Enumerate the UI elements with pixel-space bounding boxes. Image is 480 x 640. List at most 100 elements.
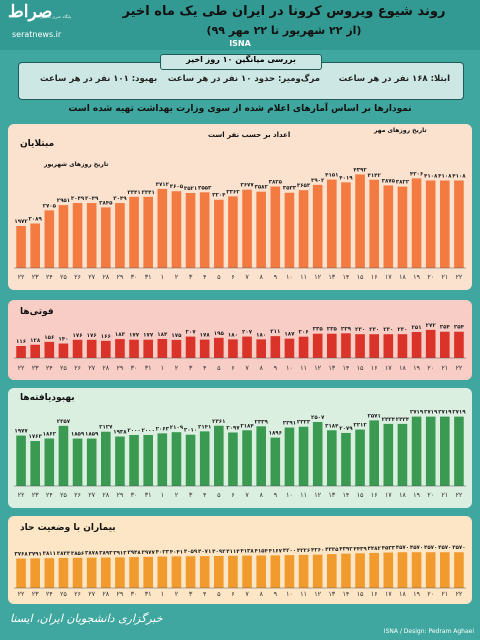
bar-recovered	[440, 416, 450, 486]
footer-credit: ISNA / Design: Pedram Aghaei	[383, 628, 474, 635]
tick-label-infected: ۳۰	[131, 273, 138, 281]
bar-critical	[214, 555, 224, 588]
tick-label-deaths: ۱۵	[357, 364, 364, 372]
bar-critical	[157, 556, 168, 588]
bar-deaths	[242, 336, 252, 358]
data-label-critical: ۳۸۷۸	[85, 551, 99, 557]
data-label-recovered: ۲۳۲۳	[297, 420, 311, 426]
bar-infected	[383, 185, 394, 268]
chart-title-recovered: بهبودیافته‌ها	[12, 392, 83, 404]
bar-deaths	[86, 339, 97, 358]
bar-deaths	[44, 341, 55, 358]
bar-infected	[171, 191, 182, 268]
tick-label-critical: ۱۲	[314, 590, 321, 598]
tick-label-recovered: ۲۲	[18, 491, 25, 499]
page-subtitle: (از ۲۲ شهریور تا ۲۲ مهر ۹۹)	[206, 24, 362, 37]
tick-label-critical: ۵	[217, 590, 221, 598]
tick-label-recovered: ۱۴	[342, 491, 349, 499]
bar-infected	[86, 203, 97, 268]
bar-deaths	[171, 339, 182, 358]
bar-deaths	[312, 333, 323, 358]
bar-deaths	[454, 331, 464, 358]
bar-recovered	[397, 423, 408, 486]
bar-critical	[397, 552, 408, 588]
tick-label-infected: ۱۳	[328, 273, 335, 281]
average-death: مرگ‌ومیر: حدود ۱۰ نفر در هر ساعت	[167, 74, 320, 84]
data-label-recovered: ۱۸۶۲	[43, 431, 57, 437]
bar-critical	[72, 557, 83, 588]
bar-infected	[440, 180, 450, 268]
tick-label-recovered: ۲۹	[116, 491, 123, 499]
tick-label-deaths: ۸	[259, 364, 263, 372]
data-label-infected: ۳۸۲۲	[396, 180, 410, 186]
data-label-critical: ۴۵۷۰	[452, 545, 465, 551]
data-label-critical: ۴۱۶۷	[269, 548, 283, 554]
tick-label-critical: ۷	[245, 590, 249, 598]
bar-infected	[242, 189, 252, 268]
data-label-critical: ۳۷۶۸	[14, 552, 28, 558]
tick-label-infected: ۶	[231, 273, 235, 281]
bar-deaths	[185, 336, 196, 358]
tick-label-deaths: ۲۸	[102, 364, 109, 372]
data-label-infected: ۴۱۰۸	[452, 173, 466, 179]
bar-critical	[228, 555, 238, 588]
footer: خبرگزاری دانشجویان ایران، ایسنا ISNA / D…	[0, 608, 480, 640]
bar-infected	[454, 180, 464, 268]
chart-title-infected: مبتلایان	[12, 138, 63, 150]
bar-recovered	[129, 434, 139, 486]
data-label-critical: ۴۲۲۶	[297, 548, 310, 554]
data-label-critical: ۴۵۳۳	[382, 546, 396, 552]
tick-label-infected: ۳	[189, 273, 193, 281]
tick-label-deaths: ۲۵	[60, 364, 67, 372]
footer-signature: خبرگزاری دانشجویان ایران، ایسنا	[10, 612, 163, 625]
data-label-deaths: ۱۸۰	[228, 332, 238, 338]
data-label-deaths: ۲۰۷	[242, 330, 253, 336]
tick-label-critical: ۳۰	[131, 590, 138, 598]
tick-label-critical: ۱۳	[328, 590, 335, 598]
tick-label-deaths: ۲۰	[427, 364, 434, 372]
data-label-infected: ۲۸۴۵	[99, 200, 113, 206]
tick-label-infected: ۲۶	[74, 273, 81, 281]
tick-label-recovered: ۷	[245, 491, 249, 499]
bar-deaths	[157, 338, 168, 358]
bar-critical	[440, 552, 450, 588]
tick-label-critical: ۲۵	[60, 590, 67, 598]
tick-label-critical: ۲۰	[427, 590, 434, 598]
tick-label-recovered: ۱۱	[300, 491, 307, 499]
average-infection: ابتلا: ۱۶۸ نفر در هر ساعت	[338, 74, 450, 84]
tick-label-infected: ۱۷	[385, 273, 392, 281]
tick-label-infected: ۱۱	[300, 273, 307, 281]
data-label-recovered: ۲۷۱۹	[410, 410, 424, 416]
tick-label-critical: ۱۷	[385, 590, 392, 598]
data-label-deaths: ۱۷۶	[87, 333, 97, 339]
average-title: بررسی میانگین ۱۰ روز اخیر	[160, 54, 322, 70]
data-label-infected: ۲۰۸۹	[28, 216, 42, 222]
data-label-recovered: ۱۹۷۷	[14, 429, 28, 435]
data-label-recovered: ۲۳۳۹	[254, 419, 268, 425]
tick-label-deaths: ۲۷	[88, 364, 95, 372]
bar-critical	[341, 553, 351, 588]
tick-label-recovered: ۲۵	[60, 491, 67, 499]
data-label-deaths: ۱۷۷	[143, 333, 154, 339]
tick-label-recovered: ۲۴	[46, 491, 53, 499]
bar-deaths	[425, 329, 436, 358]
data-label-infected: ۴۳۹۲	[353, 167, 367, 173]
bar-deaths	[129, 339, 139, 358]
data-label-deaths: ۱۸۰	[256, 332, 266, 338]
bar-critical	[242, 555, 252, 588]
data-label-infected: ۳۸۷۵	[382, 178, 396, 184]
tick-label-infected: ۱۹	[413, 273, 420, 281]
data-label-infected: ۳۹۰۲	[311, 178, 325, 184]
tick-label-critical: ۴	[203, 590, 207, 598]
tick-label-deaths: ۲۱	[441, 364, 448, 372]
data-label-infected: ۴۱۴۲	[367, 173, 381, 179]
bar-critical	[256, 555, 266, 588]
data-label-infected: ۳۵۳۳	[283, 186, 297, 192]
tick-label-critical: ۱۱	[300, 590, 307, 598]
tick-label-deaths: ۲۲	[18, 364, 25, 372]
data-label-critical: ۴۳۳۵	[325, 547, 339, 553]
bar-deaths	[143, 339, 153, 358]
bar-recovered	[341, 432, 351, 486]
data-label-deaths: ۲۳۰	[369, 327, 379, 333]
